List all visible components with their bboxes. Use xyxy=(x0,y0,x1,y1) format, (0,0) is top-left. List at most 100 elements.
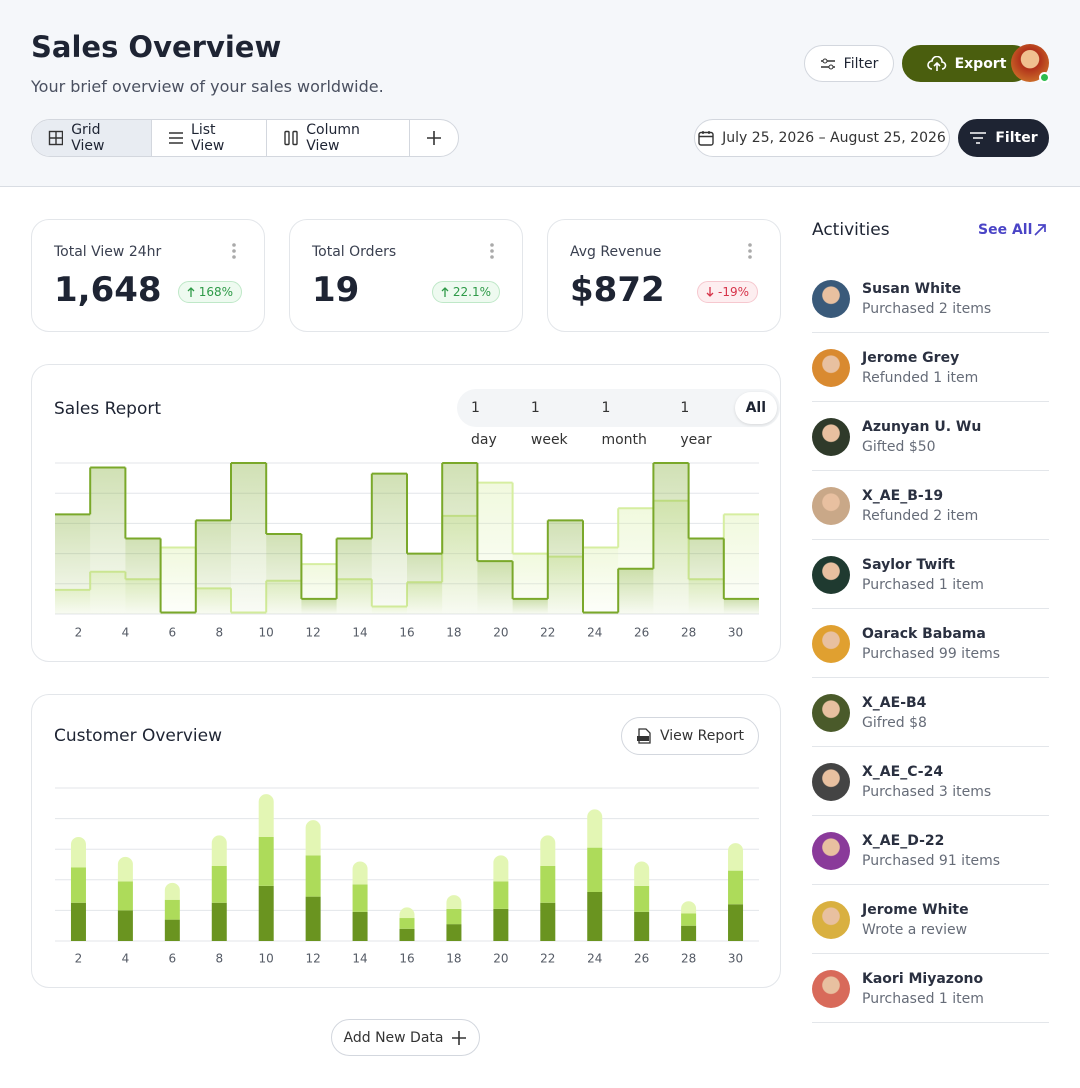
change-value: 22.1% xyxy=(452,285,491,299)
online-dot xyxy=(1039,72,1050,83)
filter-dark-button[interactable]: Filter xyxy=(958,119,1049,157)
activity-name: Oarack Babama xyxy=(862,626,986,642)
activity-item[interactable]: Azunyan U. Wu Gifted $50 xyxy=(812,402,1049,471)
bar-segment xyxy=(70,867,86,903)
avatar xyxy=(812,901,850,939)
customer-overview-card: Customer Overview View Report 2 4 6 8 10 12 14… xyxy=(31,694,781,988)
menu-dots[interactable] xyxy=(490,243,494,263)
menu-dots[interactable] xyxy=(232,243,236,263)
label: July 25, 2026 – August 25, 2026 xyxy=(722,130,946,146)
step-area xyxy=(407,553,443,614)
step-area xyxy=(547,520,583,614)
activity-item[interactable]: Kaori Miyazono Purchased 1 item xyxy=(812,954,1049,1023)
see-all-link[interactable]: See All xyxy=(978,222,1033,238)
x-tick-label: 26 xyxy=(634,952,649,966)
bar-segment xyxy=(728,870,744,905)
bar-segment xyxy=(634,861,650,886)
label: Column View xyxy=(306,122,360,154)
range-tab[interactable]: 1 month xyxy=(601,400,647,448)
bar-segment xyxy=(681,925,697,941)
x-tick-label: 24 xyxy=(587,952,602,966)
activity-action: Refunded 2 item xyxy=(862,508,979,524)
range-tab[interactable]: 1 year xyxy=(680,400,712,448)
trend-arrow xyxy=(441,287,449,297)
activity-item[interactable]: X_AE_B-19 Refunded 2 item xyxy=(812,471,1049,540)
x-tick-label: 24 xyxy=(587,626,602,640)
date-range[interactable]: July 25, 2026 – August 25, 2026 xyxy=(694,119,950,157)
bar-segment xyxy=(493,908,509,941)
bar-segment xyxy=(587,847,603,893)
activity-item[interactable]: Saylor Twift Purchased 1 item xyxy=(812,540,1049,609)
activity-name: Saylor Twift xyxy=(862,557,955,573)
step-area xyxy=(160,547,196,614)
bar-segment xyxy=(540,902,556,941)
avatar xyxy=(812,625,850,663)
view-report-button[interactable]: View Report xyxy=(621,717,759,755)
trend-arrow xyxy=(706,287,714,297)
icon xyxy=(820,58,835,69)
bar-segment xyxy=(399,907,415,919)
activity-name: X_AE-B4 xyxy=(862,695,927,711)
arrow-icon xyxy=(1034,224,1046,236)
x-tick-label: 12 xyxy=(305,626,320,640)
x-tick-label: 22 xyxy=(540,626,555,640)
step-area xyxy=(231,463,267,614)
x-tick-label: 28 xyxy=(681,952,696,966)
activity-name: Kaori Miyazono xyxy=(862,971,984,987)
x-tick-label: 30 xyxy=(728,626,743,640)
bar-segment xyxy=(634,885,650,912)
range-tab[interactable]: 1 week xyxy=(530,400,568,448)
view-tabs: Grid View List View Column View xyxy=(31,119,459,157)
activity-action: Refunded 1 item xyxy=(862,370,979,386)
view-tab[interactable]: Grid View xyxy=(32,120,152,156)
stat-card: Total View 24hr 1,648 168% xyxy=(31,219,265,332)
change-badge: 22.1% xyxy=(431,281,500,303)
step-area xyxy=(477,561,513,614)
x-tick-label: 28 xyxy=(681,626,696,640)
bar-segment xyxy=(493,855,509,882)
bar-segment xyxy=(587,809,603,848)
activity-action: Purchased 99 items xyxy=(862,646,1001,662)
range-tab[interactable]: 1 day xyxy=(471,400,497,448)
activity-item[interactable]: Susan White Purchased 2 items xyxy=(812,264,1049,333)
activity-item[interactable]: Oarack Babama Purchased 99 items xyxy=(812,609,1049,678)
x-tick-label: 8 xyxy=(215,626,223,640)
label: Filter xyxy=(843,55,879,72)
avatar xyxy=(812,418,850,456)
x-tick-label: 20 xyxy=(493,626,508,640)
activity-action: Purchased 1 item xyxy=(862,991,984,1007)
menu-dots[interactable] xyxy=(748,243,752,263)
activity-action: Gifted $50 xyxy=(862,439,936,455)
bar-segment xyxy=(399,928,415,941)
view-tab[interactable]: Column View xyxy=(267,120,410,156)
activity-item[interactable]: X_AE_C-24 Purchased 3 items xyxy=(812,747,1049,816)
add-data-button[interactable]: Add New Data xyxy=(331,1019,480,1056)
activity-item[interactable]: X_AE-B4 Gifred $8 xyxy=(812,678,1049,747)
step-area xyxy=(371,473,407,614)
card-title: Sales Report xyxy=(54,399,162,419)
step-area xyxy=(583,547,619,614)
bar-segment xyxy=(305,820,321,856)
x-tick-label: 18 xyxy=(446,952,461,966)
x-tick-label: 6 xyxy=(169,626,177,640)
bar-segment xyxy=(70,902,86,941)
bar-segment xyxy=(352,911,368,941)
stat-label: Avg Revenue xyxy=(570,244,662,260)
stat-card: Avg Revenue $872 -19% xyxy=(547,219,781,332)
stat-value: $872 xyxy=(570,270,665,310)
x-tick-label: 4 xyxy=(122,626,130,640)
range-tab[interactable]: All xyxy=(734,392,777,424)
add-view-tab[interactable] xyxy=(410,120,458,156)
activity-item[interactable]: Jerome White Wrote a review xyxy=(812,885,1049,954)
export-button[interactable]: Export xyxy=(902,45,1031,82)
step-area xyxy=(618,568,654,614)
view-tab[interactable]: List View xyxy=(152,120,268,156)
avatar xyxy=(812,349,850,387)
bar-segment xyxy=(540,866,556,903)
filter-button[interactable]: Filter xyxy=(804,45,894,82)
trend-arrow xyxy=(187,287,195,297)
activity-item[interactable]: X_AE_D-22 Purchased 91 items xyxy=(812,816,1049,885)
bar-segment xyxy=(70,836,86,868)
activity-item[interactable]: Jerome Grey Refunded 1 item xyxy=(812,333,1049,402)
bar-segment xyxy=(164,919,180,941)
